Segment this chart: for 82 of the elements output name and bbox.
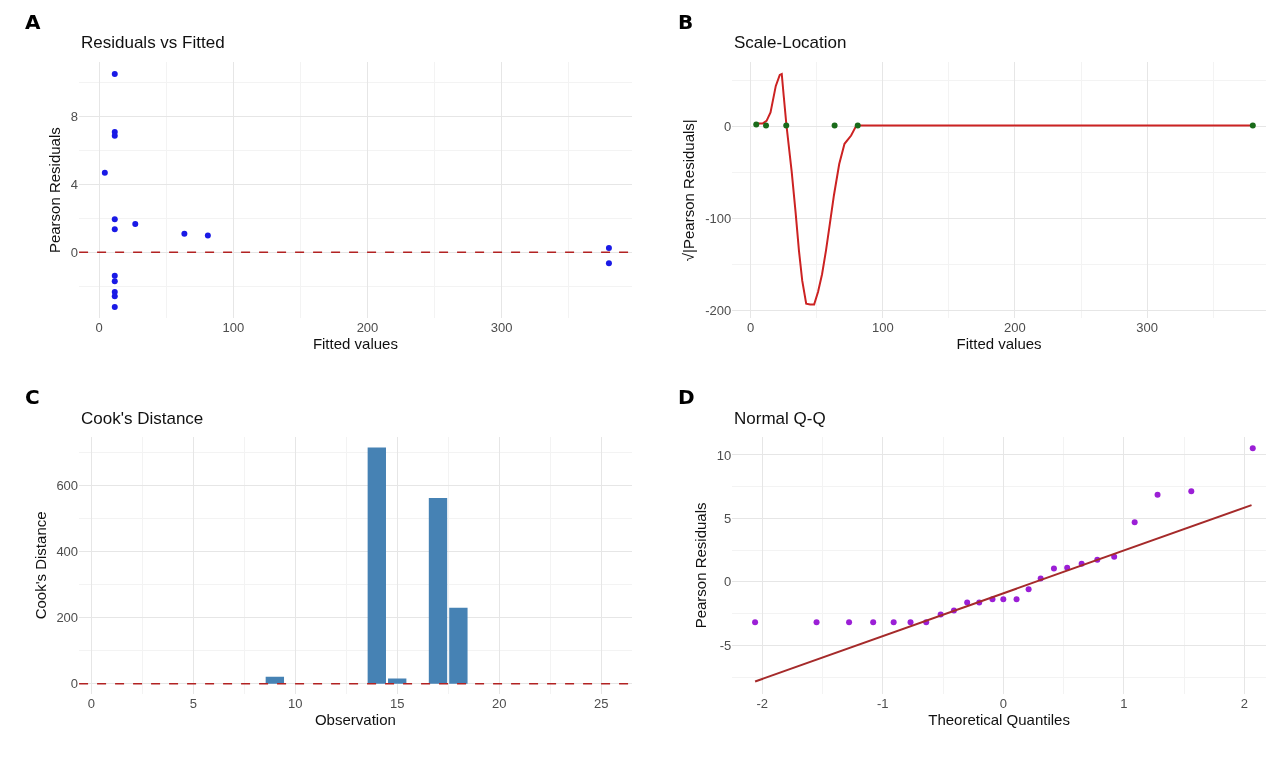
y-axis-title: √|Pearson Residuals| — [680, 119, 698, 262]
point — [111, 70, 118, 77]
point — [907, 619, 914, 626]
y-tick-label: 600 — [56, 478, 79, 494]
x-tick-label: 0 — [747, 320, 755, 336]
point — [1000, 596, 1007, 603]
point — [111, 293, 118, 300]
y-axis-title: Pearson Residuals — [46, 127, 64, 254]
point — [111, 216, 118, 223]
y-tick-label: 5 — [723, 510, 732, 526]
y-tick-label: 0 — [723, 574, 732, 590]
text: D — [678, 385, 695, 409]
x-tick-label: 100 — [222, 320, 245, 336]
y-axis-title: Pearson Residuals — [691, 502, 709, 629]
y-tick-label: 0 — [70, 676, 79, 692]
point — [870, 619, 877, 626]
x-axis-title: Fitted values — [956, 335, 1042, 353]
point — [101, 169, 108, 176]
x-tick-label: 200 — [1004, 320, 1026, 336]
y-tick-label: 200 — [56, 610, 79, 626]
chart-title: Cook's Distance — [81, 409, 204, 428]
point — [605, 244, 612, 251]
y-tick-label: 8 — [70, 108, 79, 124]
chart-title: Normal Q-Q — [734, 409, 826, 428]
point — [181, 230, 188, 237]
x-tick-label: -1 — [877, 695, 889, 711]
x-tick-label: 1 — [1120, 695, 1128, 711]
text: A — [25, 10, 41, 34]
y-tick-label: 400 — [56, 544, 79, 560]
bar — [449, 607, 468, 684]
y-tick-label: -100 — [705, 210, 732, 226]
x-tick-label: 15 — [389, 695, 405, 711]
point — [132, 220, 139, 227]
point — [964, 599, 971, 606]
point — [1131, 519, 1138, 526]
text: B — [678, 10, 694, 34]
point — [1154, 491, 1161, 498]
bar — [265, 676, 285, 684]
x-tick-label: 25 — [593, 695, 609, 711]
x-axis-title: Theoretical Quantiles — [928, 710, 1070, 728]
x-axis-title: Fitted values — [312, 335, 398, 353]
point — [1188, 488, 1195, 495]
point — [111, 226, 118, 233]
x-axis-title: Observation — [314, 710, 396, 728]
point — [111, 272, 118, 279]
bar — [428, 497, 448, 684]
point — [1249, 445, 1256, 452]
text: C — [25, 385, 40, 409]
x-tick-label: 2 — [1240, 695, 1248, 711]
x-tick-label: 100 — [871, 320, 894, 336]
x-tick-label: 5 — [189, 695, 197, 711]
y-axis-title: Cook's Distance — [31, 511, 49, 620]
point — [1025, 586, 1032, 593]
point — [111, 278, 118, 285]
point — [1050, 565, 1057, 572]
x-tick-label: -2 — [756, 695, 769, 711]
point — [846, 619, 853, 626]
x-tick-label: 20 — [491, 695, 507, 711]
x-tick-label: 10 — [288, 695, 303, 711]
x-tick-label: 200 — [356, 320, 379, 336]
point — [813, 619, 820, 626]
point — [752, 619, 759, 626]
x-tick-label: 300 — [1136, 320, 1158, 336]
y-tick-label: -5 — [719, 637, 732, 653]
y-tick-label: 0 — [723, 118, 732, 134]
x-tick-label: 0 — [999, 695, 1007, 711]
point — [605, 260, 612, 267]
point — [111, 303, 118, 310]
y-tick-label: 10 — [716, 447, 732, 463]
chart-title: Scale-Location — [734, 33, 847, 52]
x-tick-label: 0 — [95, 320, 103, 336]
chart-title: Residuals vs Fitted — [81, 33, 225, 52]
bar — [388, 678, 407, 684]
point — [1013, 596, 1020, 603]
point — [204, 232, 211, 239]
y-tick-label: 4 — [70, 176, 79, 192]
x-tick-label: 0 — [87, 695, 95, 711]
y-tick-label: 0 — [70, 244, 79, 260]
y-tick-label: -200 — [705, 302, 732, 318]
bar — [367, 447, 386, 684]
point — [890, 619, 897, 626]
x-tick-label: 300 — [490, 320, 513, 336]
